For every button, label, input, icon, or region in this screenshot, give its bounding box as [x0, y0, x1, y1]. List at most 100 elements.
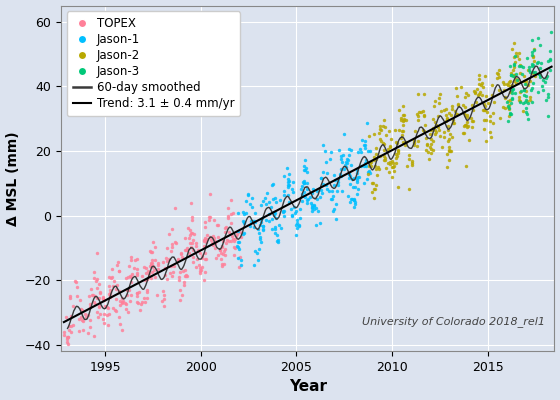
Point	[535, 71, 544, 78]
Point	[59, 332, 68, 338]
Point	[514, 50, 523, 56]
Point	[510, 53, 519, 59]
Point	[132, 272, 141, 278]
Point	[134, 300, 143, 306]
Point	[364, 168, 373, 175]
Point	[311, 204, 320, 211]
Point	[376, 152, 385, 159]
Point	[367, 158, 376, 165]
Point	[334, 147, 343, 153]
Point	[538, 82, 547, 89]
Point	[288, 213, 297, 219]
Point	[353, 175, 362, 181]
Point	[535, 42, 544, 48]
Point	[515, 94, 524, 100]
Point	[521, 108, 530, 115]
Point	[185, 250, 194, 256]
Point	[508, 86, 517, 92]
Point	[258, 227, 267, 234]
Point	[309, 202, 318, 208]
Point	[349, 197, 358, 203]
Point	[370, 154, 379, 160]
Point	[61, 353, 70, 359]
Point	[99, 295, 108, 301]
Point	[184, 224, 193, 231]
Point	[367, 163, 376, 170]
Point	[428, 138, 437, 144]
Point	[388, 158, 397, 164]
Point	[63, 334, 72, 340]
Point	[459, 102, 468, 108]
Point	[529, 54, 538, 61]
Point	[147, 249, 156, 255]
Point	[459, 110, 468, 116]
Point	[94, 294, 103, 301]
Point	[192, 263, 201, 270]
Point	[271, 224, 280, 230]
Point	[458, 130, 467, 137]
Point	[86, 286, 95, 292]
Point	[489, 99, 498, 105]
Point	[395, 106, 404, 113]
Point	[99, 294, 108, 301]
Point	[370, 163, 379, 170]
Point	[161, 272, 170, 278]
Point	[167, 241, 176, 247]
Point	[291, 210, 300, 216]
Point	[100, 310, 109, 317]
Point	[539, 77, 548, 84]
Point	[294, 222, 303, 228]
Point	[93, 276, 102, 282]
Point	[232, 230, 241, 237]
Point	[318, 142, 327, 148]
Point	[91, 293, 100, 300]
Point	[510, 72, 519, 78]
Point	[442, 118, 451, 124]
Point	[288, 212, 297, 218]
Point	[124, 286, 133, 293]
Point	[223, 213, 232, 220]
Point	[278, 208, 287, 215]
Point	[64, 334, 73, 340]
Point	[119, 298, 128, 305]
Point	[86, 304, 95, 310]
Point	[216, 247, 225, 253]
Point	[463, 118, 472, 125]
Point	[133, 290, 142, 296]
Point	[312, 196, 321, 202]
Point	[189, 259, 198, 266]
Point	[376, 123, 385, 130]
Point	[201, 256, 210, 262]
Point	[189, 231, 198, 237]
Point	[263, 190, 272, 196]
Point	[472, 98, 480, 105]
Point	[175, 273, 184, 280]
Point	[151, 274, 160, 280]
Point	[254, 230, 263, 236]
Point	[514, 76, 522, 83]
Point	[213, 222, 222, 228]
Point	[305, 194, 314, 200]
Point	[450, 120, 459, 126]
Point	[180, 266, 189, 273]
Point	[115, 268, 124, 274]
Point	[436, 108, 445, 114]
Point	[508, 86, 517, 93]
Point	[236, 262, 245, 268]
Point	[510, 89, 519, 96]
Point	[140, 263, 149, 270]
Point	[204, 217, 213, 223]
Point	[505, 79, 514, 86]
Point	[133, 270, 142, 276]
Point	[428, 116, 437, 122]
Point	[440, 107, 449, 113]
Point	[529, 46, 538, 53]
Point	[511, 70, 520, 77]
Point	[423, 142, 432, 148]
Point	[297, 182, 306, 189]
Point	[396, 116, 405, 123]
Point	[67, 312, 76, 319]
Point	[326, 149, 335, 156]
Point	[198, 255, 207, 262]
Point	[426, 126, 435, 133]
